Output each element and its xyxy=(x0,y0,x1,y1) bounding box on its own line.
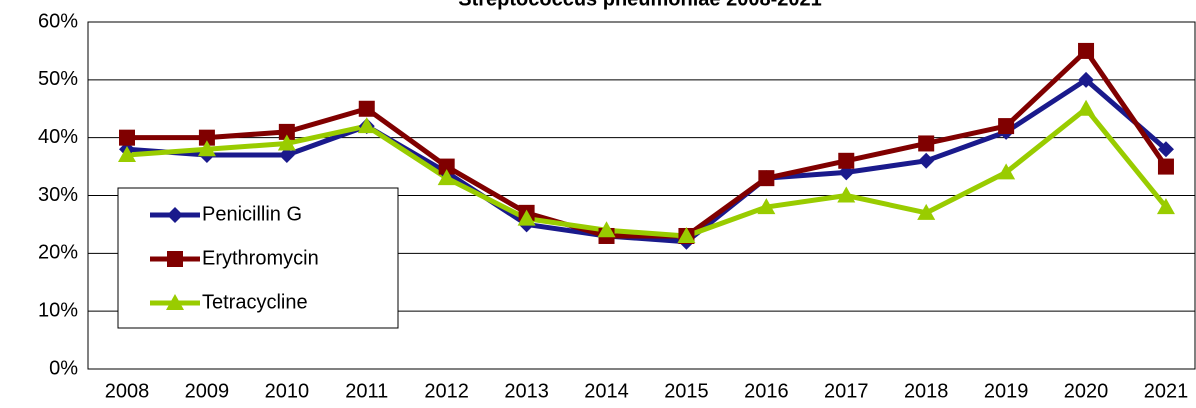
legend-label: Tetracycline xyxy=(202,291,308,313)
data-point xyxy=(918,152,935,169)
data-point xyxy=(358,100,375,117)
x-tick-label: 2010 xyxy=(265,380,310,402)
legend-marker xyxy=(167,207,183,223)
data-point xyxy=(837,186,856,203)
y-tick-label: 40% xyxy=(38,126,78,148)
x-tick-label: 2017 xyxy=(824,380,869,402)
data-point xyxy=(758,170,775,187)
data-point xyxy=(1078,71,1095,88)
data-point xyxy=(197,140,216,157)
y-tick-label: 50% xyxy=(38,68,78,90)
x-tick-label: 2019 xyxy=(984,380,1029,402)
data-point xyxy=(119,129,135,146)
data-point xyxy=(998,118,1015,135)
x-tick-label: 2008 xyxy=(105,380,150,402)
legend-marker xyxy=(166,294,184,310)
x-tick-label: 2013 xyxy=(504,380,549,402)
data-point xyxy=(1157,141,1174,158)
data-point xyxy=(1077,99,1096,116)
data-point xyxy=(597,221,616,238)
data-point xyxy=(757,198,776,215)
legend-marker xyxy=(167,251,183,267)
series-line xyxy=(126,77,1168,245)
series-line xyxy=(126,106,1168,239)
x-tick-label: 2012 xyxy=(424,380,469,402)
data-point xyxy=(917,203,936,220)
data-point xyxy=(1156,198,1175,215)
data-point xyxy=(517,209,536,226)
data-point xyxy=(278,147,295,164)
data-point xyxy=(918,135,935,152)
data-point xyxy=(437,169,456,186)
x-tick-label: 2009 xyxy=(185,380,230,402)
x-tick-label: 2016 xyxy=(744,380,789,402)
y-tick-label: 60% xyxy=(38,10,78,32)
x-tick-label: 2014 xyxy=(584,380,629,402)
legend-label: Penicillin G xyxy=(202,203,302,225)
data-point xyxy=(198,129,215,146)
x-tick-label: 2015 xyxy=(664,380,709,402)
x-tick-label: 2018 xyxy=(904,380,949,402)
y-tick-label: 0% xyxy=(49,357,78,379)
series-line xyxy=(127,48,1169,239)
data-point xyxy=(357,117,376,134)
data-point xyxy=(118,146,136,163)
data-point xyxy=(838,152,855,169)
chart-title: Streptococcus pneumoniae 2008-2021 xyxy=(458,0,821,10)
data-point xyxy=(1157,158,1174,175)
x-tick-label: 2021 xyxy=(1144,380,1189,402)
x-tick-label: 2020 xyxy=(1064,380,1109,402)
data-point xyxy=(1078,42,1095,59)
data-point xyxy=(278,123,295,140)
data-point xyxy=(997,163,1016,180)
y-tick-label: 20% xyxy=(38,242,78,264)
x-tick-label: 2011 xyxy=(345,380,388,402)
y-tick-label: 30% xyxy=(38,184,78,206)
data-point xyxy=(438,158,455,175)
legend-label: Erythromycin xyxy=(202,247,319,269)
data-point xyxy=(277,134,296,151)
y-tick-label: 10% xyxy=(38,299,78,321)
data-point xyxy=(677,226,696,243)
